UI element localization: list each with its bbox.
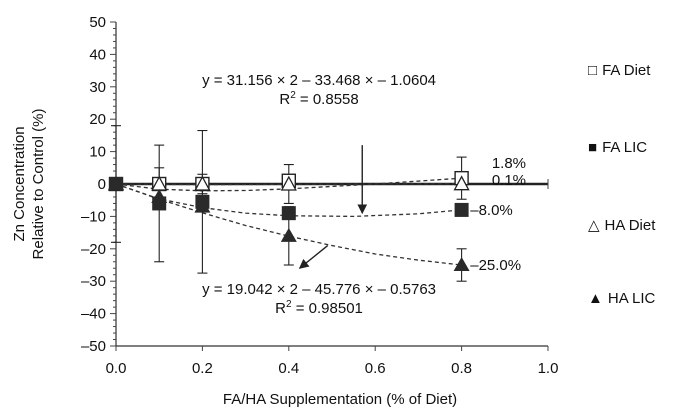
y-tick-label: –30: [81, 273, 106, 290]
data-point-ha-lic: [194, 198, 211, 213]
r-squared-label: R2 = 0.98501: [275, 299, 363, 317]
legend-label-ha-lic: HA LIC: [607, 290, 656, 307]
open-triangle-icon: △: [588, 217, 600, 234]
y-tick-label: 10: [89, 144, 106, 161]
y-tick-label: –10: [81, 208, 106, 225]
data-point-ha-diet: [194, 175, 211, 191]
filled-square-icon: ■: [588, 139, 598, 156]
open-square-icon: □: [588, 62, 598, 79]
data-point-ha-diet: [453, 175, 470, 191]
legend-item-ha-lic: ▲ HA LIC: [588, 290, 655, 307]
equation-label: y = 31.156 × 2 – 33.468 × – 1.0604: [202, 72, 436, 89]
end-value-label: –25.0%: [470, 257, 521, 274]
y-axis-title-line-2: Relative to Control (%): [30, 109, 47, 260]
legend-label-fa-diet: FA Diet: [602, 62, 651, 79]
equation-label: y = 19.042 × 2 – 45.776 × – 0.5763: [202, 281, 436, 298]
r-squared-label: R2 = 0.8558: [279, 90, 358, 108]
data-point-fa-lic: [454, 202, 469, 217]
y-tick-label: –20: [81, 241, 106, 258]
legend-label-fa-lic: FA LIC: [602, 139, 648, 156]
x-tick-label: 0.6: [365, 360, 386, 377]
chart-plot: 50 40 30 20 10 0 –10 –20 –30 –40 –500.0 0.2 0.4 0.6 0.…: [11, 14, 559, 408]
y-tick-label: 20: [89, 111, 106, 128]
data-point-ha-lic: [108, 176, 124, 190]
x-tick-label: 0.4: [278, 360, 299, 377]
x-tick-label: 1.0: [538, 360, 559, 377]
data-point-ha-lic: [280, 227, 297, 242]
x-tick-label: 0.2: [192, 360, 213, 377]
legend-item-fa-diet: □ FA Diet: [588, 62, 650, 79]
x-axis-title: FA/HA Supplementation (% of Diet): [223, 391, 457, 408]
annotation-arrow: [298, 245, 329, 269]
end-value-label: –8.0%: [470, 202, 513, 219]
y-tick-label: 0: [98, 176, 106, 193]
legend-item-fa-lic: ■ FA LIC: [588, 139, 647, 156]
end-value-label: 1.8%: [492, 155, 526, 172]
trendline: [115, 183, 462, 218]
legend: □ FA Diet ■ FA LIC △ HA Diet ▲ HA LIC: [588, 0, 673, 412]
y-tick-label: 40: [89, 46, 106, 63]
y-tick-label: –50: [81, 338, 106, 355]
data-point-ha-lic: [453, 257, 470, 271]
x-tick-label: 0.8: [451, 360, 472, 377]
data-point-fa-lic: [281, 206, 296, 221]
y-tick-label: 30: [89, 79, 106, 96]
y-axis-title-line-1: Zn Concentration: [11, 126, 28, 241]
y-tick-label: –40: [81, 306, 106, 323]
data-point-ha-lic: [151, 188, 168, 203]
y-tick-label: 50: [89, 14, 106, 31]
trendline: [115, 183, 462, 266]
filled-triangle-icon: ▲: [588, 290, 603, 307]
legend-item-ha-diet: △ HA Diet: [588, 216, 655, 234]
legend-label-ha-diet: HA Diet: [604, 217, 656, 234]
end-value-label: 0.1%: [492, 172, 526, 189]
x-tick-label: 0.0: [106, 360, 127, 377]
data-point-ha-diet: [280, 175, 297, 191]
